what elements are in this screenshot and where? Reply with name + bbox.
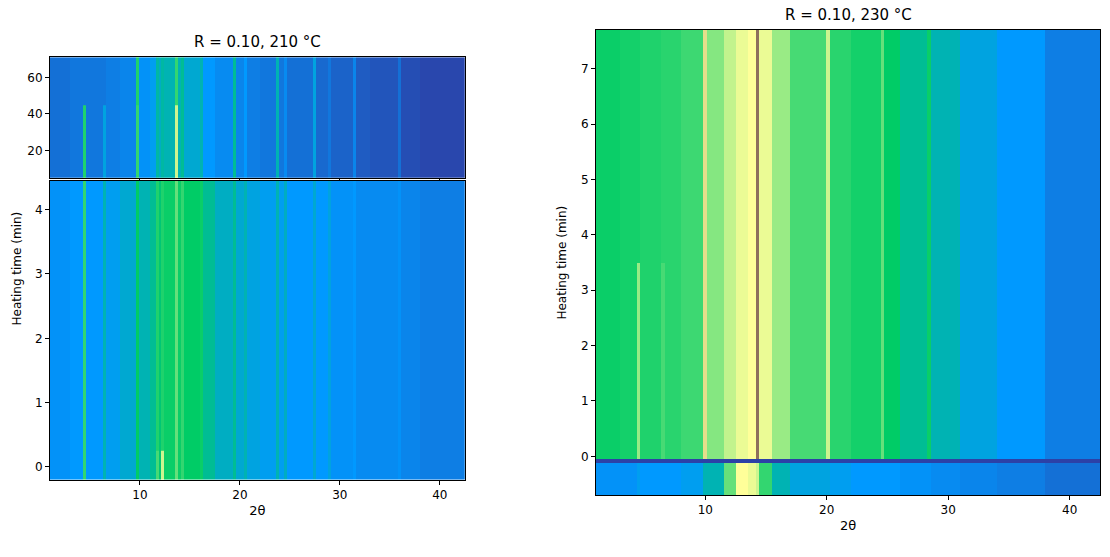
svg-text:R = 0.10, 210 °C: R = 0.10, 210 °C [194,33,321,51]
svg-text:20: 20 [819,503,834,517]
svg-text:Heating time (min): Heating time (min) [10,212,24,326]
svg-text:7: 7 [581,62,589,76]
svg-text:0: 0 [35,460,43,474]
svg-text:30: 30 [941,503,956,517]
svg-text:R = 0.10, 230 °C: R = 0.10, 230 °C [785,6,912,24]
svg-text:40: 40 [432,488,447,502]
svg-text:10: 10 [132,488,147,502]
svg-text:6: 6 [581,117,589,131]
svg-text:1: 1 [581,394,589,408]
svg-text:20: 20 [232,488,247,502]
svg-text:1: 1 [35,396,43,410]
svg-text:0: 0 [581,450,589,464]
svg-text:2θ: 2θ [249,503,265,518]
svg-text:40: 40 [1062,503,1077,517]
svg-text:3: 3 [581,283,589,297]
svg-text:60: 60 [27,70,42,84]
svg-text:20: 20 [27,144,42,158]
svg-text:2: 2 [35,332,43,346]
svg-text:4: 4 [581,228,589,242]
svg-text:10: 10 [698,503,713,517]
svg-text:2θ: 2θ [840,518,856,533]
svg-text:5: 5 [581,173,589,187]
svg-text:2: 2 [581,339,589,353]
svg-text:40: 40 [27,107,42,121]
svg-text:3: 3 [35,267,43,281]
svg-text:4: 4 [35,203,43,217]
svg-text:Heating time (min): Heating time (min) [555,206,569,320]
svg-text:30: 30 [332,488,347,502]
